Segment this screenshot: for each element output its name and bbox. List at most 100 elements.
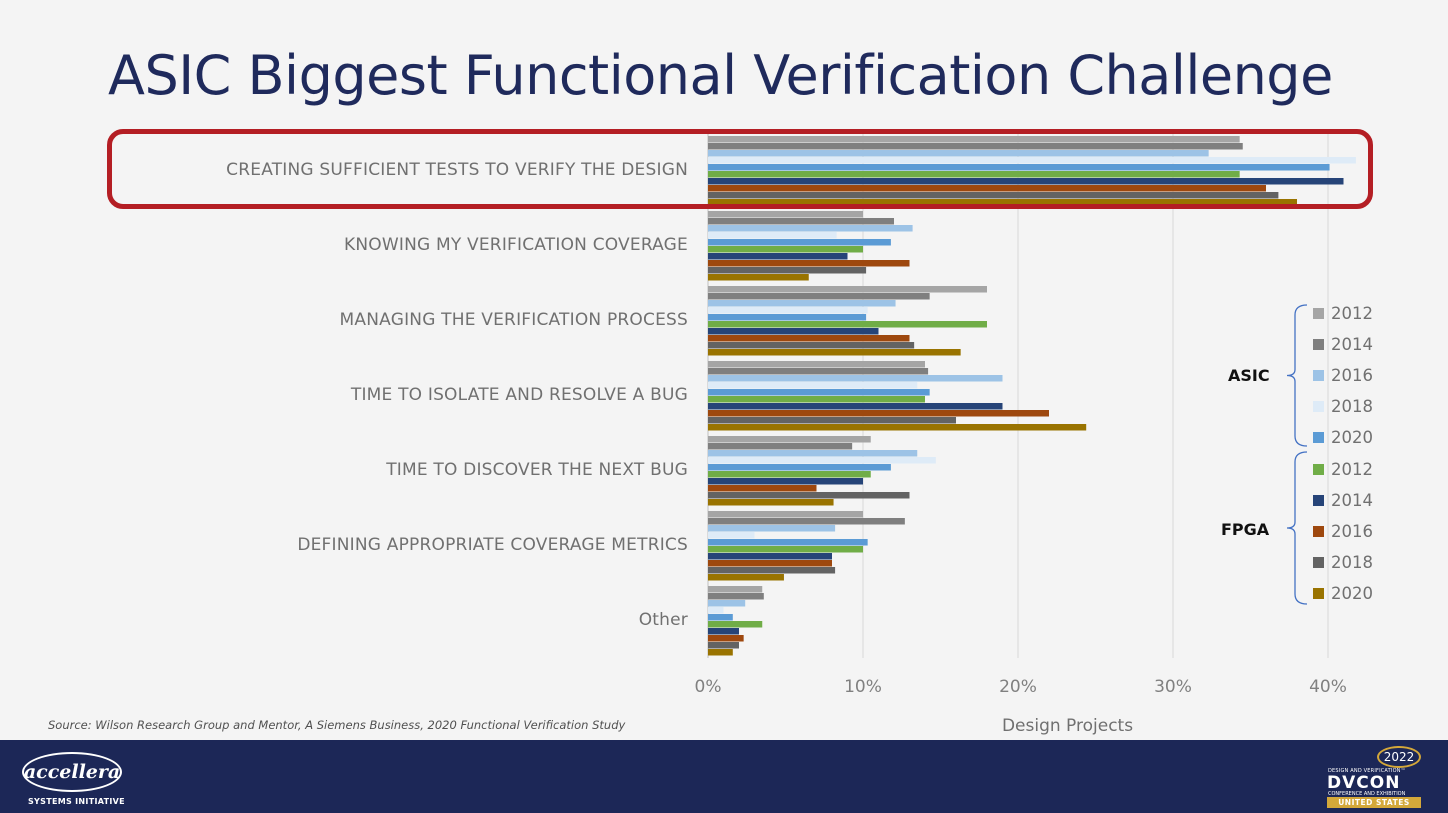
dvcon-logo[interactable]: 2022 DESIGN AND VERIFICATION™ DVCON CONF…	[1325, 746, 1425, 808]
footer-bar: accellera SYSTEMS INITIATIVE 2022 DESIGN…	[0, 740, 1448, 813]
bar-fpga-2016-cat-0	[708, 185, 1266, 192]
legend-item-asic-2014: 2014	[1313, 334, 1373, 354]
accellera-subtitle: SYSTEMS INITIATIVE	[28, 797, 125, 806]
legend-item-asic-2018: 2018	[1313, 397, 1373, 417]
category-label: TIME TO DISCOVER THE NEXT BUG	[386, 460, 688, 480]
bar-fpga-2014-cat-3	[708, 403, 1003, 410]
legend-swatch	[1313, 369, 1324, 381]
bar-fpga-2014-cat-1	[708, 253, 848, 260]
bar-fpga-2020-cat-0	[708, 199, 1297, 206]
bar-fpga-2012-cat-0	[708, 171, 1240, 178]
x-tick-label: 40%	[1309, 677, 1347, 697]
legend-swatch	[1313, 494, 1324, 506]
bar-asic-2014-cat-2	[708, 293, 930, 300]
bar-asic-2012-cat-0	[708, 136, 1240, 143]
bar-asic-2018-cat-4	[708, 457, 936, 464]
legend-swatch	[1313, 338, 1324, 350]
bar-asic-2014-cat-6	[708, 593, 764, 600]
bar-fpga-2020-cat-3	[708, 424, 1087, 431]
bar-fpga-2018-cat-2	[708, 342, 915, 349]
bar-asic-2018-cat-0	[708, 157, 1356, 164]
bar-series	[708, 136, 1356, 656]
bar-asic-2018-cat-2	[708, 307, 868, 314]
bar-fpga-2014-cat-4	[708, 478, 863, 485]
bar-fpga-2020-cat-2	[708, 349, 961, 356]
bar-asic-2016-cat-4	[708, 450, 918, 457]
bar-fpga-2018-cat-6	[708, 642, 739, 649]
legend-item-fpga-2012: 2012	[1313, 459, 1373, 479]
legend-item-asic-2020: 2020	[1313, 428, 1373, 448]
legend-bracket	[1286, 304, 1308, 605]
bar-fpga-2016-cat-5	[708, 560, 832, 567]
category-label: TIME TO ISOLATE AND RESOLVE A BUG	[350, 385, 688, 405]
legend-brace-fpga	[1286, 451, 1308, 605]
legend-group-fpga: FPGA	[1221, 520, 1270, 539]
bar-fpga-2012-cat-4	[708, 471, 871, 478]
bar-asic-2020-cat-3	[708, 389, 930, 396]
bar-asic-2020-cat-0	[708, 164, 1330, 171]
bar-asic-2016-cat-1	[708, 225, 913, 232]
legend-swatch	[1313, 588, 1324, 600]
category-label: Other	[638, 610, 688, 630]
legend-label: 2018	[1331, 397, 1373, 417]
bar-fpga-2016-cat-2	[708, 335, 910, 342]
category-label: KNOWING MY VERIFICATION COVERAGE	[344, 235, 688, 255]
dvcon-location: UNITED STATES	[1327, 797, 1421, 808]
bar-asic-2014-cat-1	[708, 218, 894, 225]
bar-fpga-2018-cat-0	[708, 192, 1279, 199]
bar-fpga-2014-cat-0	[708, 178, 1344, 185]
legend-label: 2016	[1331, 521, 1373, 541]
category-label: DEFINING APPROPRIATE COVERAGE METRICS	[297, 535, 688, 555]
legend-item-fpga-2016: 2016	[1313, 521, 1373, 541]
dvcon-conference: CONFERENCE AND EXHIBITION	[1328, 791, 1406, 797]
bar-asic-2014-cat-0	[708, 143, 1243, 150]
bar-asic-2020-cat-1	[708, 239, 891, 246]
legend-label: 2012	[1331, 459, 1373, 479]
bar-asic-2016-cat-5	[708, 525, 836, 532]
legend-swatch	[1313, 525, 1324, 537]
bar-asic-2012-cat-2	[708, 286, 987, 293]
legend-label: 2016	[1331, 365, 1373, 385]
legend-label: 2020	[1331, 584, 1373, 604]
dvcon-wordmark: DVCON	[1327, 773, 1401, 793]
bar-fpga-2012-cat-5	[708, 546, 863, 553]
bar-fpga-2014-cat-5	[708, 553, 832, 560]
bar-asic-2020-cat-5	[708, 539, 868, 546]
bar-asic-2014-cat-3	[708, 368, 929, 375]
legend-swatch	[1313, 432, 1324, 444]
bar-fpga-2014-cat-2	[708, 328, 879, 335]
x-axis-label: Design Projects	[1001, 716, 1134, 736]
bar-asic-2016-cat-6	[708, 600, 746, 607]
bar-asic-2012-cat-6	[708, 586, 763, 593]
bar-fpga-2020-cat-4	[708, 499, 834, 506]
legend-label: 2018	[1331, 553, 1373, 573]
legend-label: 2014	[1331, 334, 1373, 354]
bar-asic-2012-cat-1	[708, 211, 863, 218]
x-axis-ticks: 0% 10% 20% 30% 40%	[695, 677, 1347, 697]
bar-asic-2014-cat-5	[708, 518, 905, 525]
legend-swatch	[1313, 307, 1324, 319]
bar-asic-2016-cat-3	[708, 375, 1003, 382]
bar-fpga-2018-cat-5	[708, 567, 836, 574]
bar-chart: 0% 10% 20% 30% 40%	[695, 133, 1356, 697]
bar-fpga-2018-cat-3	[708, 417, 956, 424]
accellera-logo[interactable]: accellera	[22, 752, 122, 792]
x-tick-label: 20%	[999, 677, 1037, 697]
legend-item-fpga-2018: 2018	[1313, 553, 1373, 573]
bar-asic-2020-cat-4	[708, 464, 891, 471]
legend-swatch	[1313, 401, 1324, 413]
bar-asic-2020-cat-6	[708, 614, 733, 621]
legend-swatch	[1313, 463, 1324, 475]
category-label: CREATING SUFFICIENT TESTS TO VERIFY THE …	[226, 160, 688, 180]
bar-asic-2014-cat-4	[708, 443, 853, 450]
bar-fpga-2012-cat-6	[708, 621, 763, 628]
x-tick-label: 0%	[695, 677, 722, 697]
dvcon-year: 2022	[1377, 746, 1421, 768]
bar-asic-2016-cat-2	[708, 300, 896, 307]
bar-fpga-2012-cat-1	[708, 246, 863, 253]
bar-asic-2012-cat-5	[708, 511, 863, 518]
bar-fpga-2016-cat-6	[708, 635, 744, 642]
bar-fpga-2012-cat-3	[708, 396, 925, 403]
bar-asic-2018-cat-3	[708, 382, 918, 389]
bar-fpga-2018-cat-4	[708, 492, 910, 499]
